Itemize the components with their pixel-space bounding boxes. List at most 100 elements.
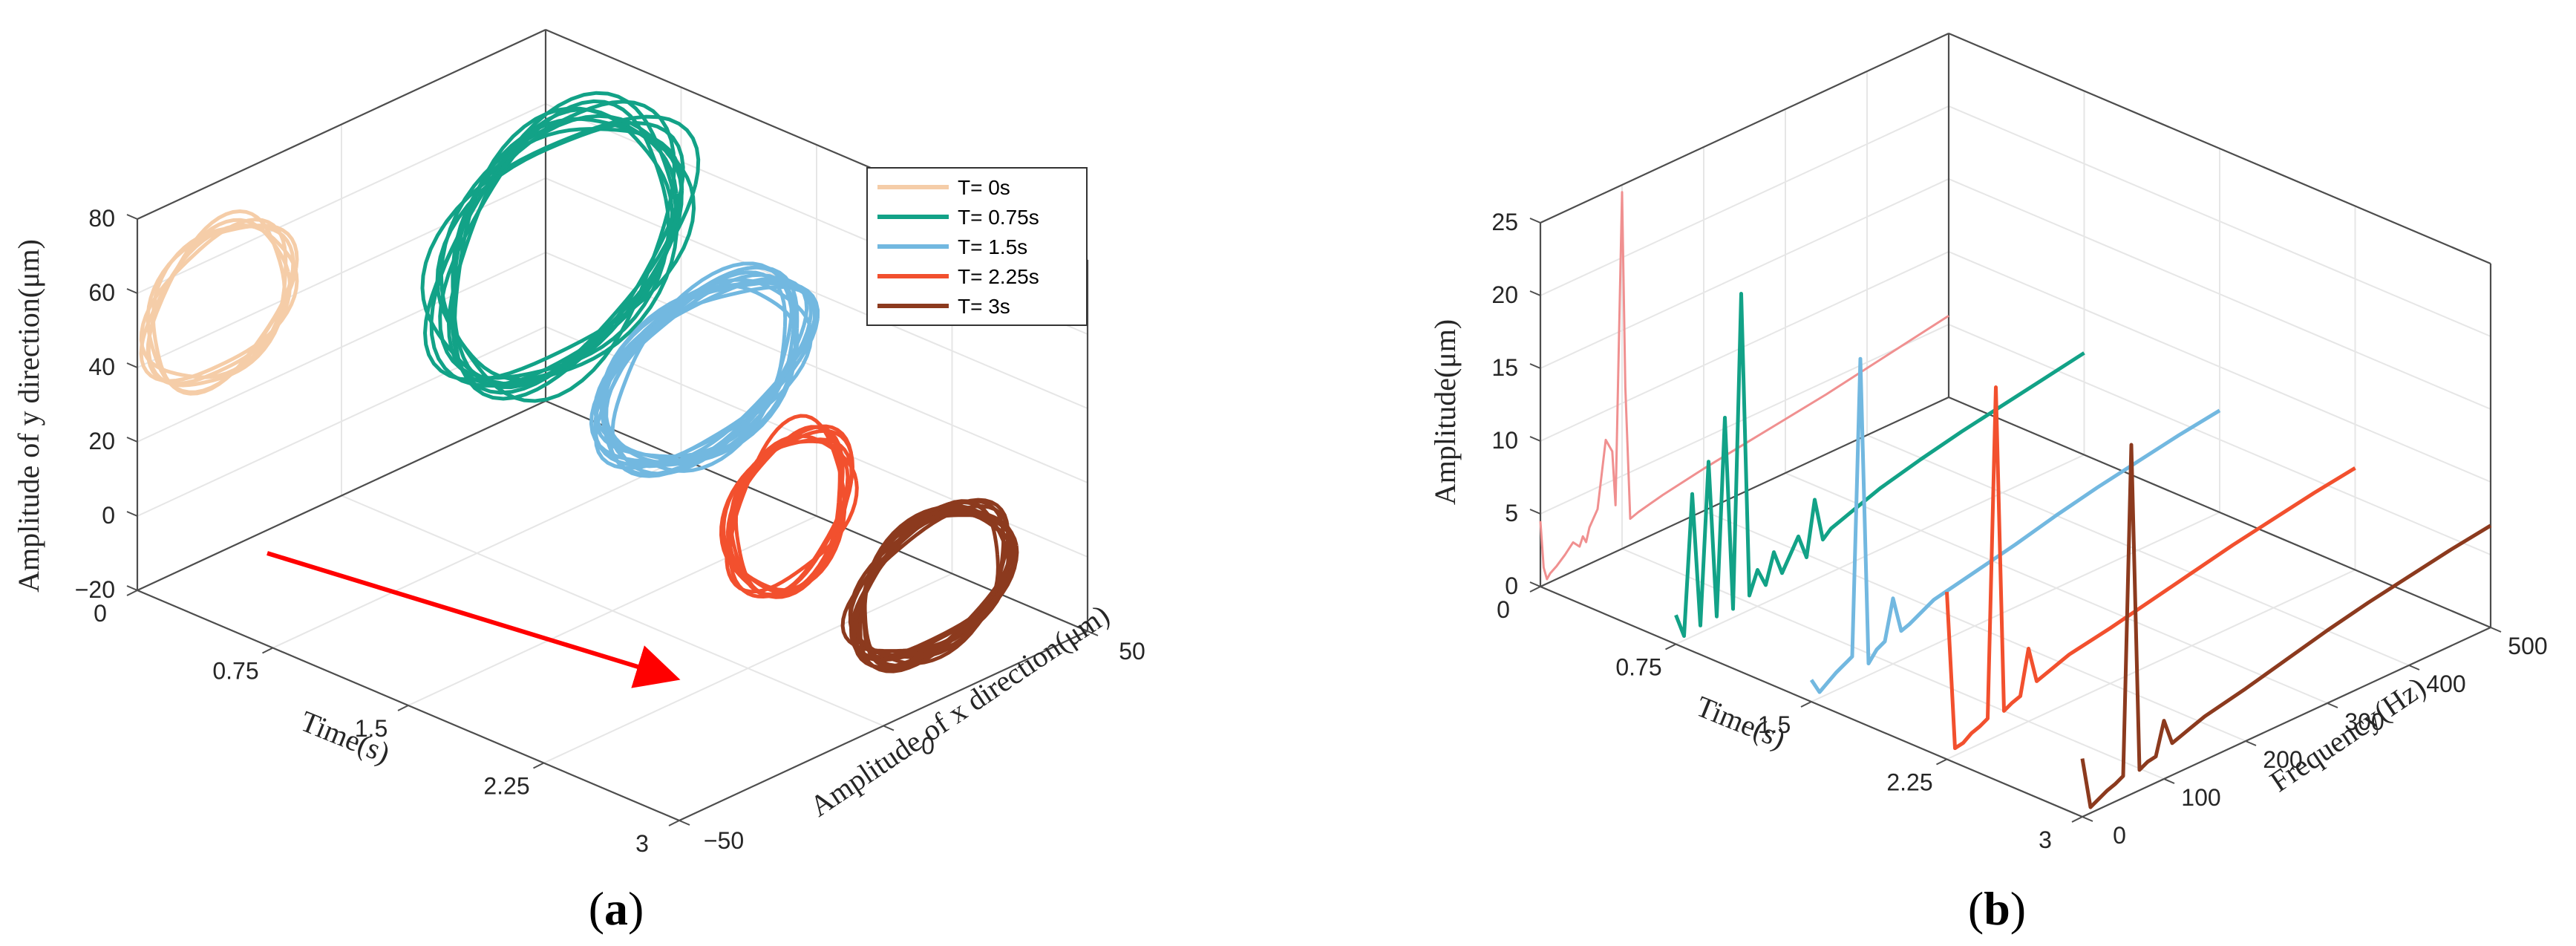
panel-a-letter: a: [604, 882, 628, 935]
panel-b-frame-edge: [2082, 627, 2491, 818]
panel-b-gridline-time: [1540, 33, 1949, 587]
panel-a-z-tick: [126, 362, 138, 368]
panel-a-x-tick: [883, 725, 895, 731]
panel-a-time-tick-label: 3: [635, 830, 649, 857]
panel-a-z-tick: [126, 511, 138, 517]
panel-a-orbit-loop: [858, 505, 1018, 673]
panel-a-orbit-loop: [151, 224, 295, 396]
panel-b-time-tick: [1936, 758, 1947, 766]
panel-b-z-tick: [1529, 363, 1541, 369]
panel-b-z-tick-label: 0: [1505, 573, 1518, 599]
panel-a-time-tick: [668, 820, 680, 826]
panel-a-time-tick: [533, 762, 544, 769]
panel-b-time-tick-label: 2.25: [1886, 769, 1932, 796]
panel-b-spectrum-line: [1945, 385, 2356, 751]
panel-a-orbit-series: [840, 498, 1019, 673]
panel-b-zlabel: Amplitude(μm): [1428, 319, 1462, 505]
panel-a-time-tick-label: 2.25: [483, 773, 529, 800]
panel-b-time-tick: [1800, 701, 1812, 708]
panel-b-freq-tick: [2245, 740, 2257, 746]
panel-a-orbit-loop: [840, 504, 1011, 653]
panel-b-z-tick-label: 20: [1491, 281, 1518, 308]
panel-b-freq-tick: [2327, 702, 2338, 708]
panel-a-orbit-loop: [593, 276, 809, 465]
panel-a-legend-entry: T= 3s: [958, 295, 1010, 318]
panel-b-spectrum-line: [2080, 443, 2492, 809]
panel-a-x-tick-label: −50: [704, 827, 744, 854]
panel-a-orbit-loop: [450, 117, 684, 395]
panel-b-time-tick: [1665, 643, 1676, 650]
panel-b-time-tick-label: 0: [1497, 596, 1510, 623]
panel-a-z-tick: [126, 585, 138, 591]
panel-a-z-tick-label: 0: [102, 502, 115, 529]
panel-a-z-tick-label: 20: [88, 428, 115, 454]
panel-b-label: (b): [1968, 882, 2026, 935]
panel-a-orbit-loop: [593, 261, 797, 468]
panel-b-time-label: Time(s): [1692, 689, 1791, 755]
panel-a-frame-edge: [137, 29, 546, 220]
panel-b-freq-tick-label: 200: [2263, 746, 2302, 773]
panel-a-orbit-series: [139, 209, 299, 396]
panel-a-orbit-series: [719, 414, 859, 599]
panel-b-freq-tick-label: 300: [2344, 708, 2384, 735]
panel-b-z-tick: [1529, 509, 1541, 515]
panel-a-orbit-loop: [850, 512, 1016, 659]
panel-b-time-tick-label: 1.5: [1758, 711, 1791, 738]
panel-b-spectrum-line: [1674, 292, 2085, 638]
panel-b-z-tick-label: 25: [1491, 209, 1518, 235]
panel-b-spectrum-line: [1809, 356, 2221, 694]
panel-a-orbit-loop: [451, 127, 684, 390]
panel-b-z-tick-label: 5: [1505, 500, 1518, 526]
panel-b-freq-tick-label: 400: [2426, 671, 2465, 697]
panel-b-freq-tick-label: 500: [2508, 633, 2547, 659]
panel-a-x-tick-label: 0: [921, 733, 935, 760]
panel-b-frame-edge: [1948, 396, 2491, 629]
panel-a-gridline-x: [137, 219, 680, 821]
panel-b-chart: 00.751.52.253 01002003004005000510152025 …: [1428, 32, 2548, 935]
panel-a-annotations: [267, 551, 681, 688]
panel-a-legend-entry: T= 0s: [958, 176, 1010, 199]
panel-b-time-tick: [1529, 586, 1541, 593]
panel-a-x-tick-label: 50: [1119, 638, 1145, 665]
panel-a-time-tick: [262, 647, 273, 654]
panel-a-time-tick-label: 1.5: [355, 715, 388, 742]
panel-a-orbits: [139, 91, 1019, 673]
panel-a-orbit-series: [420, 91, 701, 403]
panel-a-time-tick-label: 0: [94, 600, 107, 627]
panel-a-label: (a): [589, 882, 644, 935]
panel-b-freq-label: Frequency(Hz): [2264, 670, 2432, 798]
panel-b-time-tick-label: 3: [2039, 826, 2052, 853]
panel-a-orbit-loop: [146, 218, 292, 386]
panel-b-freq-tick: [2082, 816, 2093, 822]
panel-a-time-label: Time(s): [296, 704, 395, 770]
panel-a-orbit-loop: [146, 209, 287, 388]
panel-a-orbit-loop: [435, 120, 685, 382]
panel-a-frame-edge: [137, 400, 546, 591]
panel-a-z-tick: [126, 288, 138, 294]
panel-a-orbit-loop: [439, 100, 676, 403]
panel-a-legend-entry: T= 2.25s: [958, 265, 1039, 288]
panel-b-z-tick: [1529, 436, 1541, 442]
panel-b-freq-tick: [2490, 627, 2502, 633]
panel-b-time-tick: [2071, 816, 2083, 823]
panel-a-zlabel: Amplitude of y direction(μm): [12, 239, 45, 593]
panel-a-z-tick-label: 80: [88, 205, 115, 232]
panel-b-gridline-z: [1540, 396, 2491, 628]
panel-a-orbit-loop: [863, 513, 1013, 668]
panel-a-z-tick: [126, 437, 138, 443]
panel-b-spectrum-line: [1539, 191, 1949, 581]
panel-b-z-tick-label: 10: [1491, 427, 1518, 454]
panel-a-orbit-loop: [610, 284, 800, 466]
panel-b-freq-tick: [2408, 665, 2420, 671]
panel-a-gridline-time: [679, 260, 1088, 821]
panel-b-spectra: [1539, 191, 2492, 809]
panel-a-z-tick: [126, 214, 138, 220]
panel-b-letter: b: [1984, 882, 2010, 935]
panel-a-orbit-loop: [589, 265, 800, 465]
panel-a-orbit-series: [589, 261, 820, 478]
panel-a-orbit-loop: [452, 106, 679, 401]
panel-a-z-tick-label: 40: [88, 353, 115, 380]
